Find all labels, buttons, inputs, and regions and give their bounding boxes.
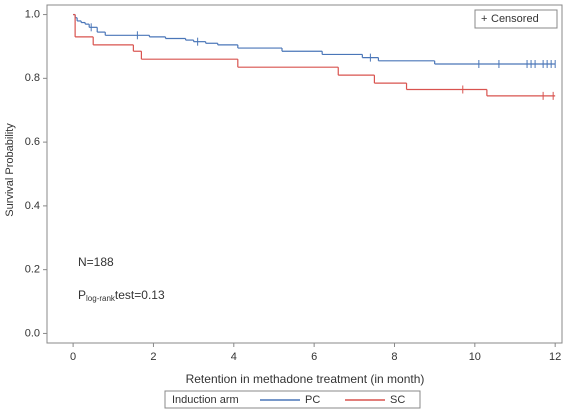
x-tick-label: 6 (311, 351, 317, 363)
y-tick-label: 0.8 (25, 72, 40, 84)
y-axis-label: Survival Probability (4, 123, 16, 217)
p-letter: P (78, 288, 86, 302)
y-tick-label: 0.0 (25, 327, 40, 339)
x-tick-label: 4 (231, 351, 237, 363)
legend-label: SC (390, 394, 405, 406)
y-tick-label: 0.4 (25, 200, 40, 212)
x-tick-label: 8 (391, 351, 397, 363)
x-axis-label: Retention in methadone treatment (in mon… (186, 372, 425, 386)
censor-legend-box (474, 9, 558, 29)
x-tick-label: 12 (549, 351, 561, 363)
annotation-p: Plog-ranktest=0.13 (78, 288, 165, 303)
censor-legend-label: Censored (491, 13, 539, 25)
censor-legend-symbol: + (481, 13, 487, 25)
y-tick-label: 1.0 (25, 8, 40, 20)
p-subscript: log-rank (86, 294, 116, 303)
y-tick-label: 0.2 (25, 264, 40, 276)
p-rest: test=0.13 (115, 288, 165, 302)
x-tick-label: 2 (150, 351, 156, 363)
legend-label: PC (305, 394, 320, 406)
x-tick-label: 10 (469, 351, 481, 363)
y-tick-label: 0.6 (25, 136, 40, 148)
plot-frame (46, 4, 563, 344)
annotation-n: N=188 (78, 255, 114, 269)
x-tick-label: 0 (70, 351, 76, 363)
legend-title: Induction arm (172, 394, 239, 406)
